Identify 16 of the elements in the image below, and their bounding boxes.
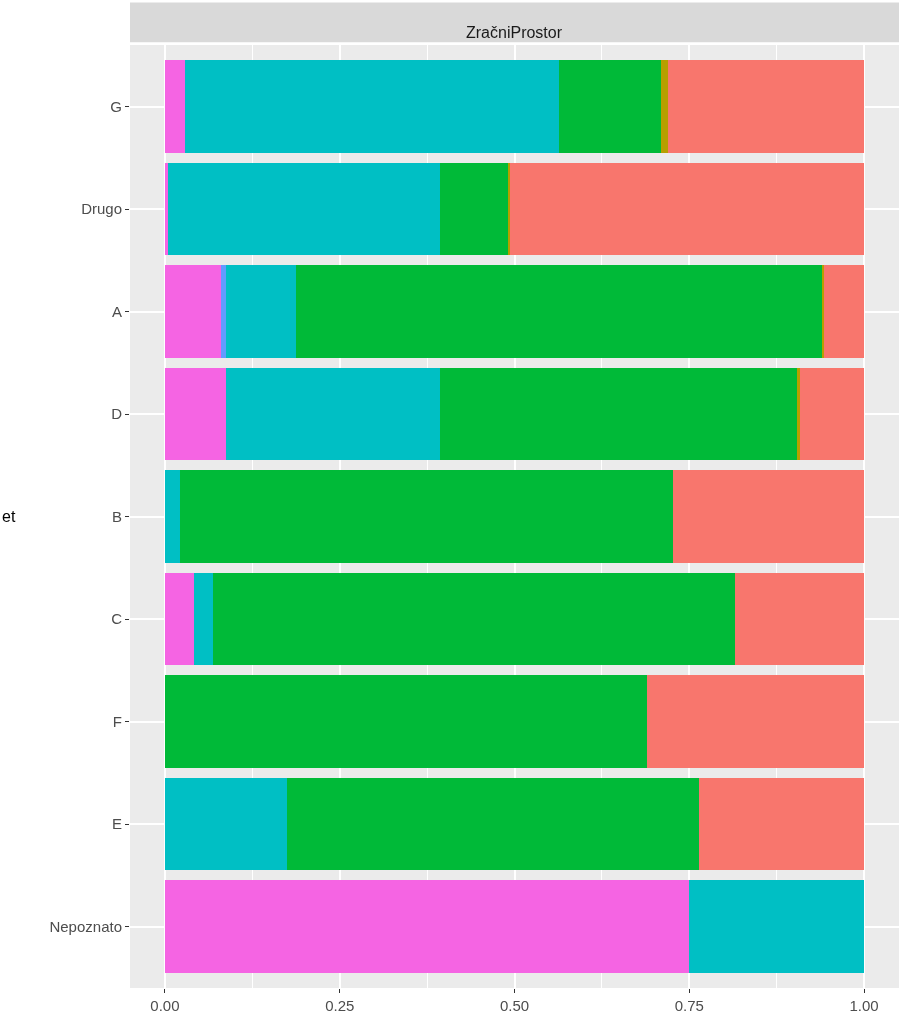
x-tick-label: 0.25 <box>325 997 355 1014</box>
chart-title: ZračniProstor <box>466 24 563 41</box>
x-tick-label: 0.50 <box>499 997 530 1014</box>
x-tick-label: 1.00 <box>849 997 879 1014</box>
y-tick-label: E <box>111 815 122 833</box>
x-tick-label: 0.00 <box>150 997 180 1014</box>
y-tick-label: A <box>111 302 122 320</box>
y-tick-label: G <box>110 97 122 115</box>
y-axis-title: et <box>2 508 16 525</box>
x-tick-label: 0.75 <box>674 997 704 1014</box>
y-tick-label: F <box>112 712 122 730</box>
y-tick-label: Nepoznato <box>49 917 122 935</box>
y-tick-label: Drugo <box>81 200 122 218</box>
y-tick-label: C <box>111 610 123 628</box>
y-tick-label: D <box>111 405 123 423</box>
y-tick-label: B <box>111 507 122 525</box>
